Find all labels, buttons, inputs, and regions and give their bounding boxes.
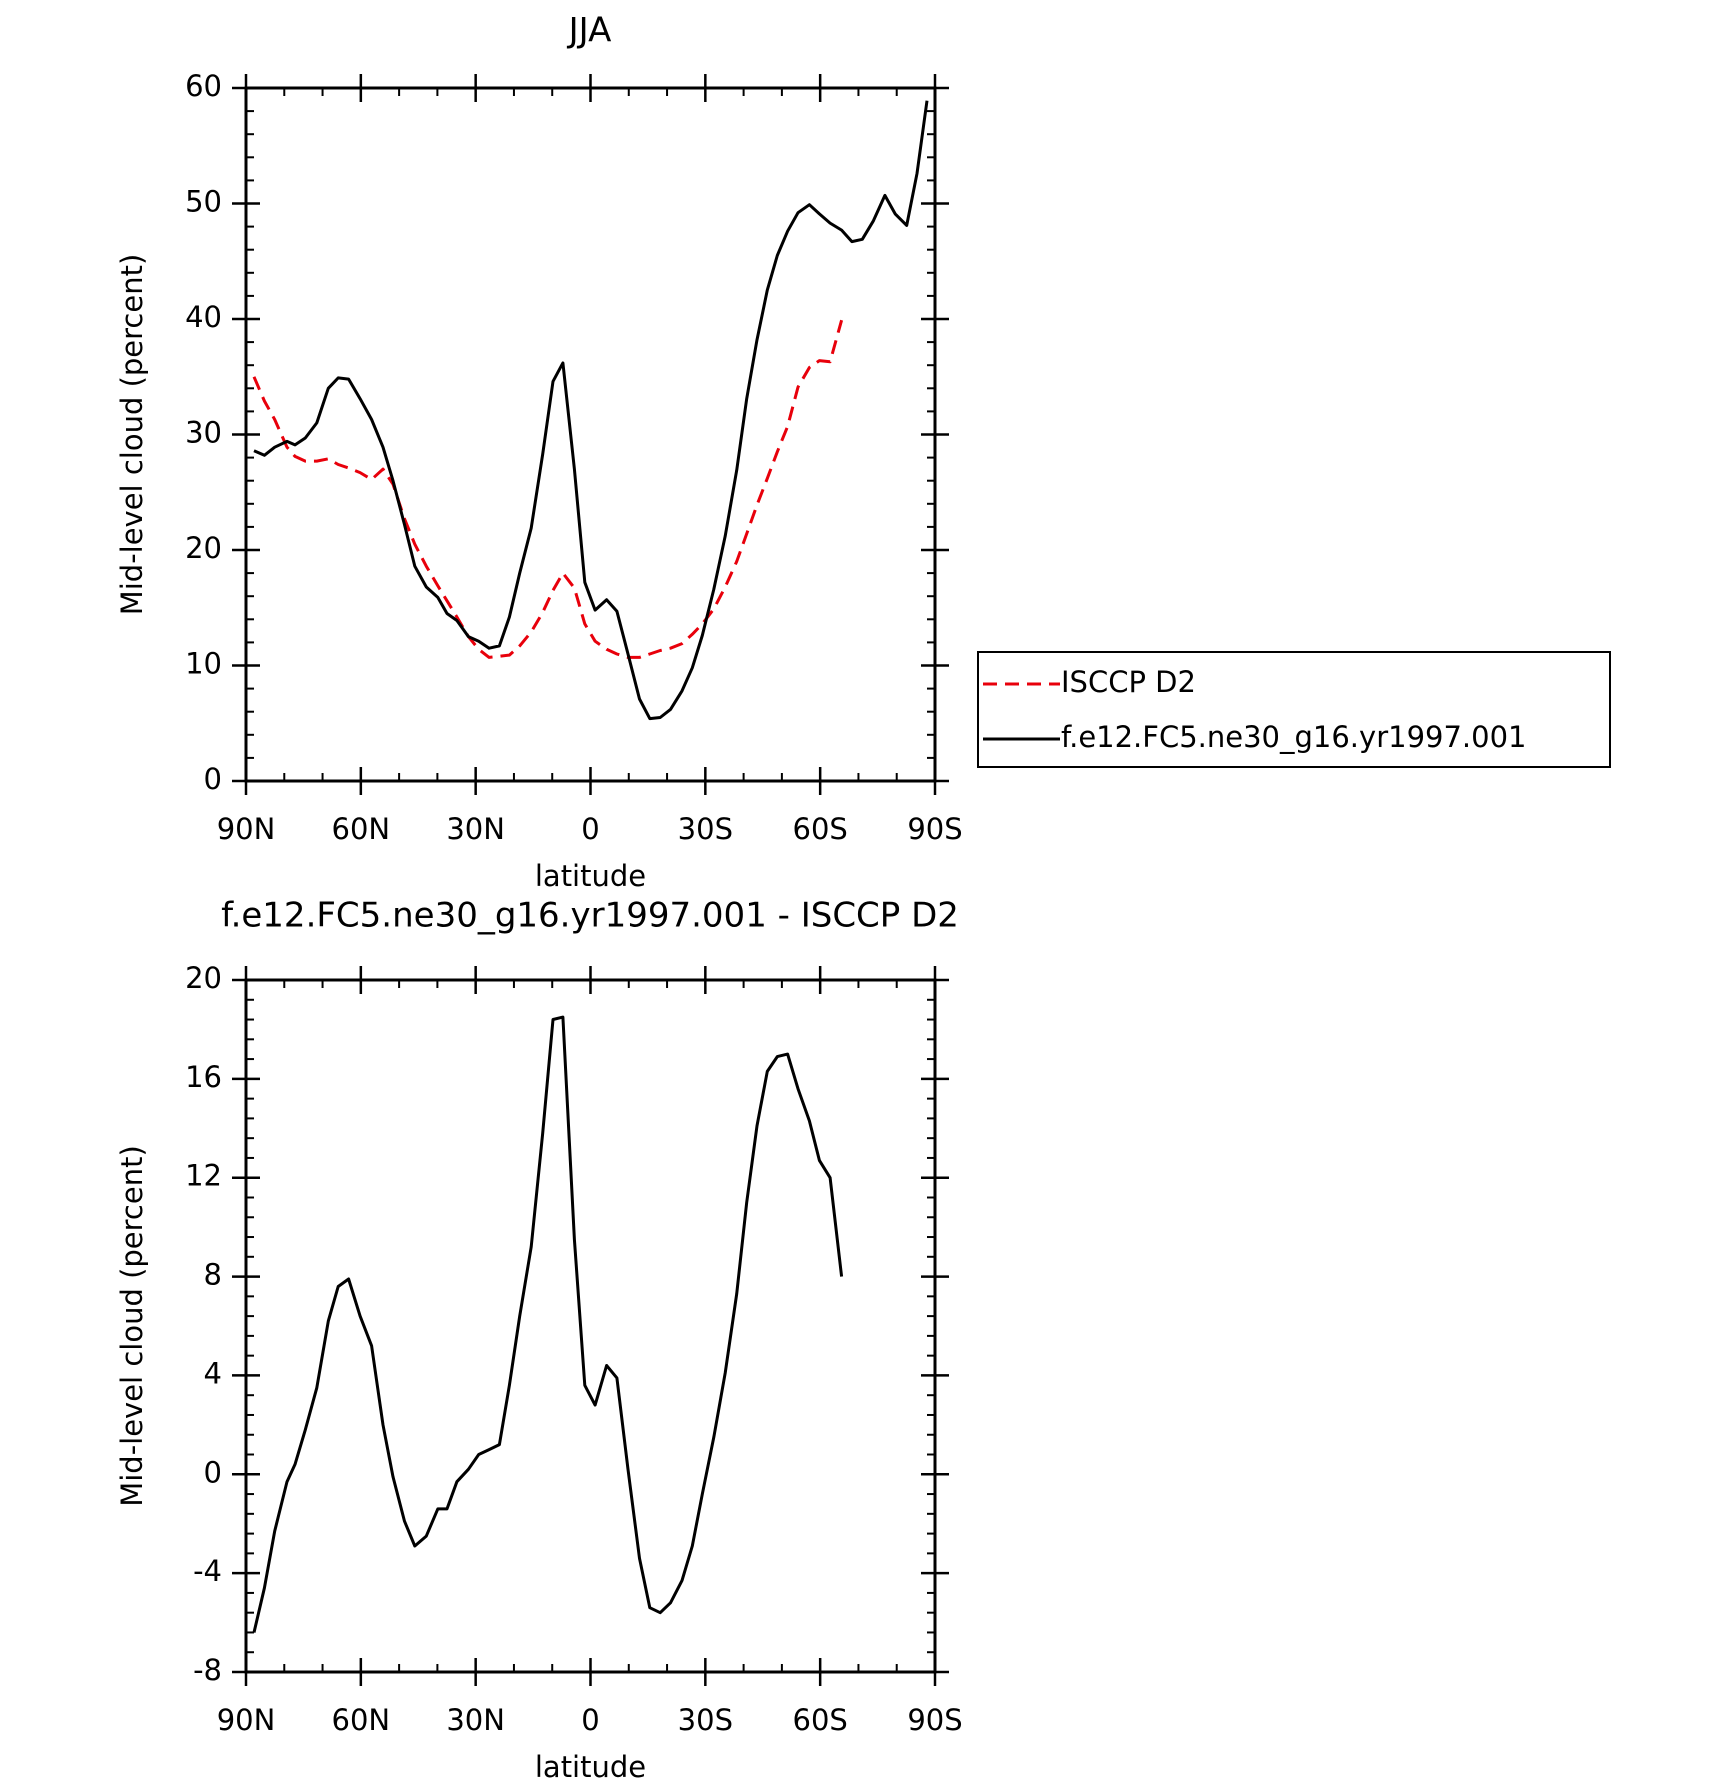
chart-title: f.e12.FC5.ne30_g16.yr1997.001 - ISCCP D2 [221,896,959,936]
x-tick-label: 0 [581,812,599,846]
x-tick-label: 30N [446,1703,505,1737]
chart-title: JJA [567,11,612,51]
legend-label: f.e12.FC5.ne30_g16.yr1997.001 [1061,720,1527,754]
y-tick-label: 0 [204,1455,222,1489]
x-tick-label: 60N [332,812,391,846]
y-tick-label: 60 [185,69,222,103]
x-tick-label: 30N [446,812,505,846]
x-tick-label: 30S [678,1703,733,1737]
y-tick-label: 4 [204,1356,222,1390]
legend: ISCCP D2 f.e12.FC5.ne30_g16.yr1997.001 [977,651,1611,768]
y-tick-label: 20 [185,961,222,995]
x-axis-label: latitude [535,859,646,893]
plot-frame [244,86,937,783]
plot-frame [244,978,937,1674]
y-axis-label: Mid-level cloud (percent) [115,254,149,616]
x-tick-label: 60N [332,1703,391,1737]
x-tick-label: 30S [678,812,733,846]
series-line [252,319,844,659]
y-tick-label: 8 [204,1258,222,1292]
y-tick-label: 10 [185,647,222,681]
y-tick-label: 12 [185,1159,222,1193]
y-tick-label: -4 [193,1554,222,1588]
y-tick-label: 40 [185,300,222,334]
legend-box [977,651,1611,768]
x-tick-label: 60S [793,1703,848,1737]
series-line [253,100,929,721]
x-tick-label: 90N [217,812,276,846]
x-axis-label: latitude [535,1750,646,1783]
series-line [252,1015,844,1633]
x-tick-label: 90N [217,1703,276,1737]
legend-label: ISCCP D2 [1061,665,1196,699]
x-tick-label: 90S [907,812,962,846]
y-tick-label: 16 [185,1060,222,1094]
y-tick-label: 0 [204,762,222,796]
y-tick-label: 20 [185,531,222,565]
y-tick-label: 50 [185,185,222,219]
y-tick-label: -8 [193,1653,222,1687]
y-tick-label: 30 [185,416,222,450]
y-axis-label: Mid-level cloud (percent) [115,1145,149,1507]
x-tick-label: 0 [581,1703,599,1737]
x-tick-label: 60S [793,812,848,846]
x-tick-label: 90S [907,1703,962,1737]
